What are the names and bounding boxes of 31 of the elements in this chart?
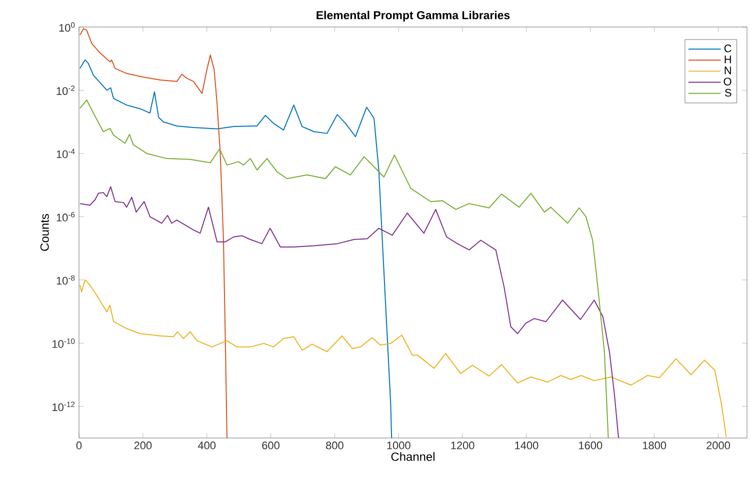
x-tick-label: 200 (134, 442, 152, 450)
x-tick-label: 1400 (515, 442, 538, 450)
x-tick-label: 1800 (642, 442, 666, 450)
chart-title: Elemental Prompt Gamma Libraries (316, 10, 510, 22)
x-tick-label: 800 (326, 442, 344, 450)
line-series (79, 28, 228, 438)
y-tick-label: 10$^{-10}$ (52, 338, 75, 348)
x-tick-label: 0 (76, 442, 82, 450)
legend-label: H (724, 56, 731, 64)
x-tick-label: 1600 (579, 442, 602, 450)
x-tick-label: 400 (198, 442, 216, 450)
line-series (79, 279, 727, 438)
line-series (79, 59, 392, 438)
legend-label: O (724, 78, 732, 86)
x-tick-label: 1200 (451, 442, 474, 450)
y-tick-label: 10$^{-12}$ (52, 402, 75, 412)
x-axis-title: Channel (391, 452, 434, 461)
line-series (79, 186, 620, 438)
y-tick-label: 10$^{-4}$ (56, 148, 75, 158)
line-series (79, 100, 609, 438)
x-tick-label: 600 (262, 442, 280, 450)
x-tick-label: 2000 (706, 442, 730, 450)
legend-label: S (724, 88, 732, 97)
y-tick-label: 10$^{-8}$ (56, 275, 75, 285)
x-tick-label: 1000 (387, 442, 410, 450)
y-tick-label: 10$^{-2}$ (56, 86, 75, 95)
y-axis-title: Counts (40, 214, 49, 251)
y-tick-label: 10$^{0}$ (59, 22, 75, 32)
legend-label: N (724, 66, 731, 74)
y-tick-label: 10$^{-6}$ (56, 212, 75, 222)
legend-label: C (724, 44, 732, 52)
